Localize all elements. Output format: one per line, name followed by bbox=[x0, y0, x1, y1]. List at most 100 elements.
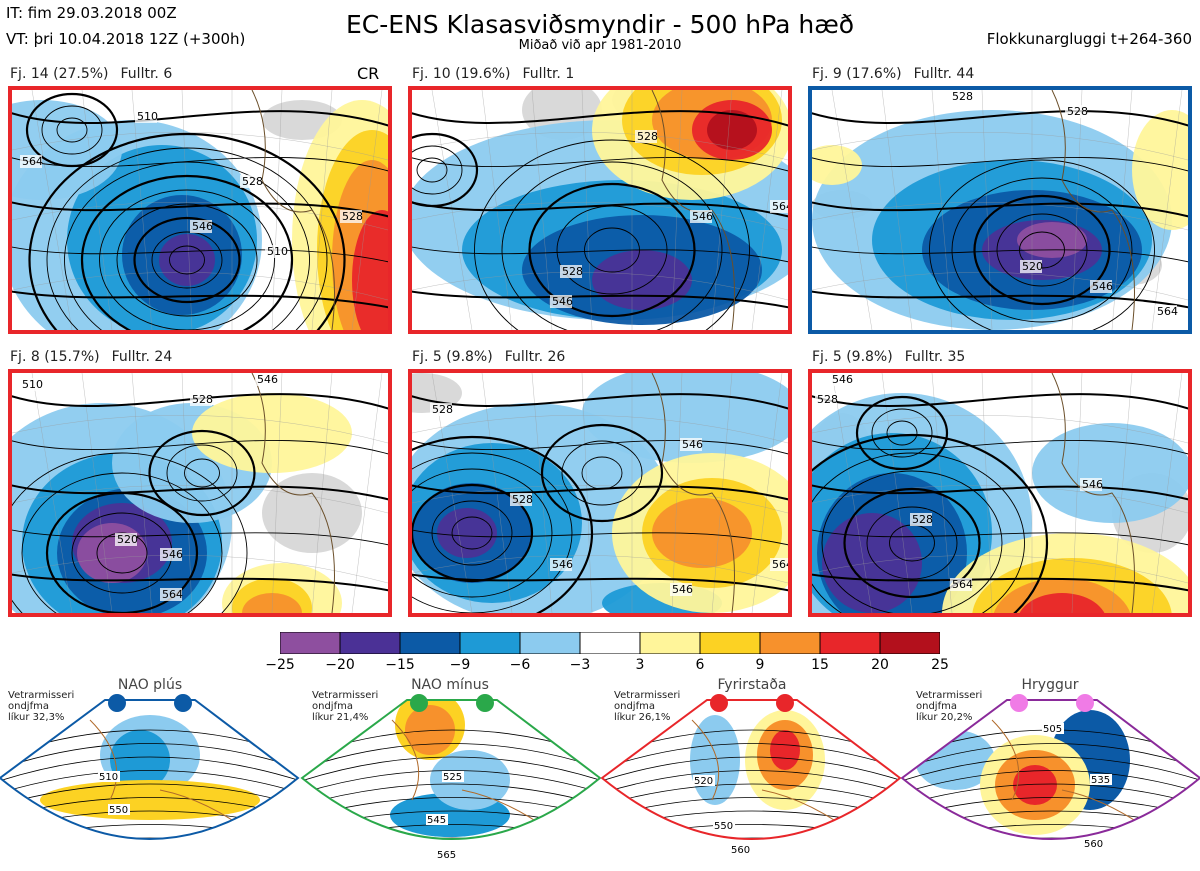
regime-contour bbox=[902, 810, 1200, 833]
contour-label: 528 bbox=[242, 175, 263, 188]
graticule-line bbox=[581, 373, 593, 613]
regime-1-title: NAO plús bbox=[117, 677, 183, 693]
height-contour bbox=[12, 246, 388, 263]
regime-anomaly bbox=[980, 735, 1090, 835]
anomaly-region bbox=[652, 498, 752, 568]
contour-label: 528 bbox=[912, 513, 933, 526]
regime-contour bbox=[0, 783, 298, 809]
regime-contour bbox=[602, 797, 900, 821]
anomaly-region bbox=[1132, 110, 1188, 230]
regime-contour-label: 560 bbox=[731, 845, 750, 856]
regime-contour bbox=[302, 729, 600, 761]
cluster-map-2: 528 546 564 528 546 bbox=[408, 86, 792, 334]
regime-anomaly bbox=[395, 700, 465, 760]
panel-2-label: Fj. 10 (19.6%) Fulltr. 1 bbox=[412, 66, 575, 82]
regime-anomaly bbox=[110, 730, 170, 790]
regime-contour bbox=[602, 824, 900, 839]
regime-1-note: Vetrarmisseri ondjfma líkur 32,3% bbox=[8, 690, 75, 723]
regime-contour bbox=[302, 810, 600, 833]
height-contour bbox=[184, 458, 220, 488]
contour-label: 546 bbox=[162, 548, 183, 561]
contour-label: 520 bbox=[1022, 260, 1043, 273]
height-contour bbox=[973, 194, 1111, 306]
height-contour bbox=[12, 440, 388, 455]
contour-label: 546 bbox=[692, 210, 713, 223]
height-contour bbox=[561, 440, 643, 506]
graticule-line bbox=[531, 373, 553, 613]
colorbar-tick-label: −3 bbox=[569, 657, 591, 673]
colorbar-tick-label: 3 bbox=[635, 657, 645, 673]
init-time: IT: fim 29.03.2018 00Z bbox=[6, 4, 177, 22]
height-contour bbox=[412, 157, 788, 172]
regime-contour bbox=[902, 837, 1200, 839]
contour-label: 528 bbox=[432, 403, 453, 416]
colorbar-tick-label: −9 bbox=[449, 657, 471, 673]
contour-label: 546 bbox=[192, 220, 213, 233]
height-contour bbox=[812, 452, 1025, 613]
contour-label: 520 bbox=[117, 533, 138, 546]
colorbar-segment bbox=[519, 631, 581, 655]
regime-marker-dot bbox=[1076, 694, 1094, 712]
height-contour bbox=[812, 529, 1188, 546]
height-contour bbox=[412, 484, 788, 501]
regime-contour bbox=[602, 810, 900, 833]
graticule-line bbox=[412, 131, 788, 161]
contour-label: 546 bbox=[682, 438, 703, 451]
regime-contour-label: 525 bbox=[443, 772, 462, 783]
height-contour bbox=[451, 516, 493, 550]
page-title: EC-ENS Klasasviðsmyndir - 500 hPa hæð bbox=[345, 10, 855, 39]
graticule-line bbox=[531, 90, 553, 330]
graticule-line bbox=[581, 90, 593, 330]
height-contour bbox=[412, 435, 594, 613]
graticule-line bbox=[981, 373, 993, 613]
colorbar-tick-label: 15 bbox=[811, 657, 829, 673]
colorbar-tick-label: 25 bbox=[931, 657, 949, 673]
colorbar-tick-label: −6 bbox=[509, 657, 531, 673]
height-contour bbox=[64, 161, 310, 330]
height-contour bbox=[412, 468, 553, 598]
panel-3-label: Fj. 9 (17.6%) Fulltr. 44 bbox=[812, 66, 975, 82]
cluster-map-3: 528 528 546 564 520 bbox=[808, 86, 1192, 334]
height-contour bbox=[412, 573, 788, 592]
regime-marker-dot bbox=[174, 694, 192, 712]
coastline bbox=[251, 90, 335, 330]
height-contour bbox=[812, 110, 1188, 127]
valid-time: VT: þri 10.04.2018 12Z (+300h) bbox=[6, 30, 246, 48]
contour-label: 564 bbox=[1157, 305, 1178, 318]
height-contour bbox=[821, 470, 1003, 613]
colorbar-tick-label: 20 bbox=[871, 657, 889, 673]
height-contour bbox=[12, 110, 388, 127]
regime-contour-label: 505 bbox=[1043, 724, 1062, 735]
regime-4-title: Hryggur bbox=[1021, 677, 1079, 693]
contour-label: 546 bbox=[1092, 280, 1113, 293]
height-contour bbox=[886, 420, 918, 446]
graticule-line bbox=[751, 373, 783, 613]
height-contour bbox=[812, 440, 1188, 455]
regime-contour bbox=[902, 783, 1200, 809]
regime-3-title: Fyrirstaða bbox=[717, 677, 787, 693]
height-contour bbox=[56, 117, 88, 143]
contour-label: 546 bbox=[552, 558, 573, 571]
anomaly-region bbox=[812, 145, 862, 185]
graticule-line bbox=[412, 201, 788, 231]
anomaly-region bbox=[12, 100, 122, 200]
height-contour bbox=[540, 423, 664, 523]
contour-label: 528 bbox=[1067, 105, 1088, 118]
graticule-line bbox=[812, 484, 1188, 514]
anomaly-region bbox=[159, 234, 215, 286]
regime-contour-label: 510 bbox=[99, 772, 118, 783]
contour-label: 510 bbox=[267, 245, 288, 258]
height-contour bbox=[812, 573, 1188, 592]
height-contour bbox=[929, 159, 1155, 330]
graticule-line bbox=[351, 90, 383, 330]
height-contour bbox=[12, 157, 388, 172]
height-contour bbox=[148, 429, 256, 517]
height-contour bbox=[412, 440, 788, 455]
coastline bbox=[651, 373, 735, 613]
height-contour bbox=[21, 472, 223, 613]
regime-marker-dot bbox=[108, 694, 126, 712]
height-contour bbox=[99, 189, 275, 330]
regime-contour bbox=[302, 797, 600, 821]
regime-contour-label: 520 bbox=[694, 776, 713, 787]
cluster-map-1: 510 528 546 564 510 528 bbox=[8, 86, 392, 334]
